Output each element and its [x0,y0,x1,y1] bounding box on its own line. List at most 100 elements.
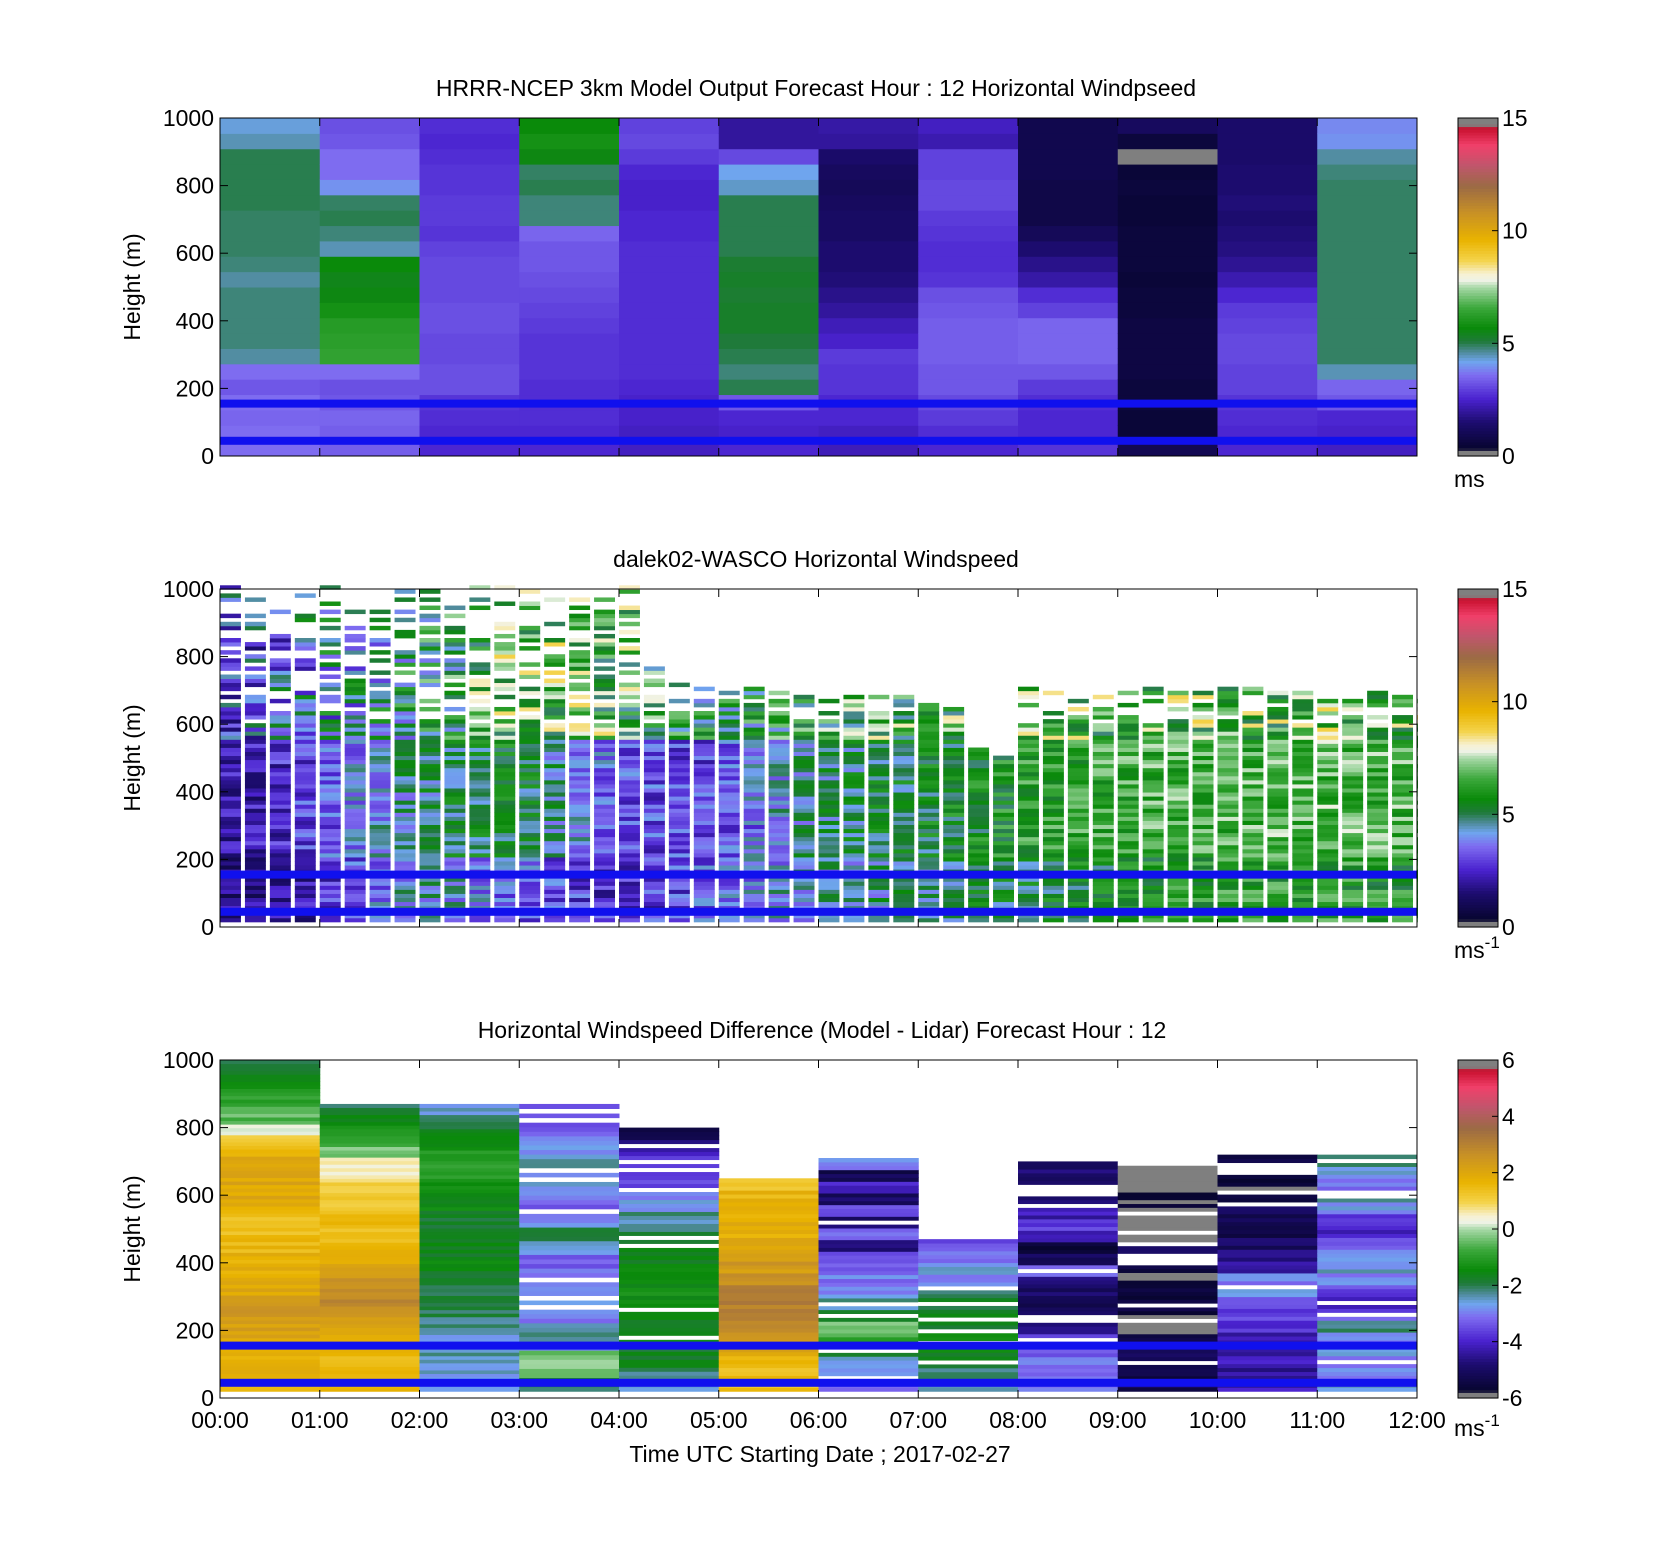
heatmap-cell [319,1128,420,1133]
heatmap-cell [693,771,715,777]
heatmap-cell [319,1242,420,1247]
heatmap-cell [469,723,491,728]
heatmap-cell [818,1286,919,1291]
heatmap-cell [1018,1322,1119,1327]
colorbar-swatch [1458,842,1498,846]
colorbar-swatch [1458,1200,1498,1205]
heatmap-cell [668,885,690,890]
heatmap-cell [1367,877,1389,882]
heatmap-cell [1367,779,1389,785]
heatmap-cell [1167,865,1189,870]
colorbar-swatch [1458,1167,1498,1171]
heatmap-cell [1018,1161,1119,1166]
heatmap-cell [1392,885,1414,890]
heatmap-cell [344,901,366,907]
heatmap-cell [1217,1308,1318,1313]
heatmap-cell [1067,865,1089,870]
heatmap-cell [369,840,391,846]
heatmap-cell [294,852,316,858]
heatmap-cell [918,225,1019,242]
heatmap-cell [519,1368,620,1374]
heatmap-cell [1267,731,1289,736]
heatmap-cell [718,287,819,303]
heatmap-cell [868,775,890,781]
heatmap-cell [294,812,316,817]
heatmap-cell [419,844,441,850]
heatmap-cell [220,621,241,627]
heatmap-cell [1267,767,1289,773]
heatmap-cell [1267,788,1289,793]
heatmap-cell [619,901,640,907]
heatmap-cell [469,731,491,736]
heatmap-cell [693,788,715,793]
heatmap-cell [494,857,516,862]
heatmap-cell [1317,1257,1418,1262]
heatmap-cell [519,796,541,801]
heatmap-cell [1217,164,1318,180]
heatmap-cell [718,779,740,785]
heatmap-cell [918,1258,1019,1264]
heatmap-cell [220,1152,321,1157]
colorbar-swatch [1458,656,1498,661]
heatmap-cell [594,650,616,655]
heatmap-cell [668,739,690,744]
heatmap-cell [1317,409,1418,426]
heatmap-cell [619,784,640,789]
heatmap-cell [868,800,890,805]
heatmap-cell [993,840,1015,846]
heatmap-cell [1018,1349,1119,1354]
heatmap-cell [369,678,391,684]
heatmap-cell [1367,788,1389,793]
heatmap-cell [419,865,441,870]
heatmap-cell [918,1356,1019,1361]
heatmap-cell [1018,1360,1119,1365]
heatmap-cell [1167,824,1189,830]
heatmap-cell [419,1203,520,1208]
heatmap-cell [693,739,715,744]
colorbar-swatch [1458,687,1498,691]
heatmap-cell [1317,755,1339,761]
heatmap-cell [1117,1318,1218,1323]
heatmap-cell [693,844,715,850]
heatmap-cell [394,735,416,740]
heatmap-cell [693,840,715,846]
heatmap-cell [544,881,566,886]
heatmap-cell [918,889,940,894]
heatmap-cell [220,889,241,894]
heatmap-cell [793,800,815,805]
heatmap-cell [594,824,616,830]
heatmap-cell [918,881,940,886]
heatmap-cell [718,832,740,838]
heatmap-cell [269,832,291,838]
heatmap-cell [220,642,241,647]
heatmap-cell [818,824,840,830]
heatmap-cell [594,832,616,838]
heatmap-cell [220,816,241,821]
heatmap-cell [220,638,241,643]
heatmap-cell [269,731,291,736]
heatmap-cell [818,792,840,797]
heatmap-cell [1117,820,1139,825]
heatmap-cell [1167,808,1189,813]
heatmap-cell [768,917,790,923]
heatmap-cell [1317,317,1418,334]
heatmap-cell [718,861,740,866]
heatmap-cell [594,792,616,797]
colorbar-frame [1457,117,1499,457]
heatmap-cell [1267,848,1289,854]
heatmap-cell [668,861,690,866]
heatmap-cell [1117,287,1218,303]
heatmap-cell [1317,739,1339,744]
heatmap-cell [369,735,391,740]
heatmap-cell [868,832,890,838]
heatmap-cell [893,820,915,825]
heatmap-cell [743,848,765,854]
heatmap-cell [1392,861,1414,866]
heatmap-cell [1067,848,1089,854]
heatmap-cell [918,1289,1019,1295]
heatmap-cell [943,913,965,919]
heatmap-cell [344,727,366,732]
heatmap-cell [693,893,715,898]
heatmap-cell [394,788,416,793]
heatmap-cell [1092,796,1114,801]
